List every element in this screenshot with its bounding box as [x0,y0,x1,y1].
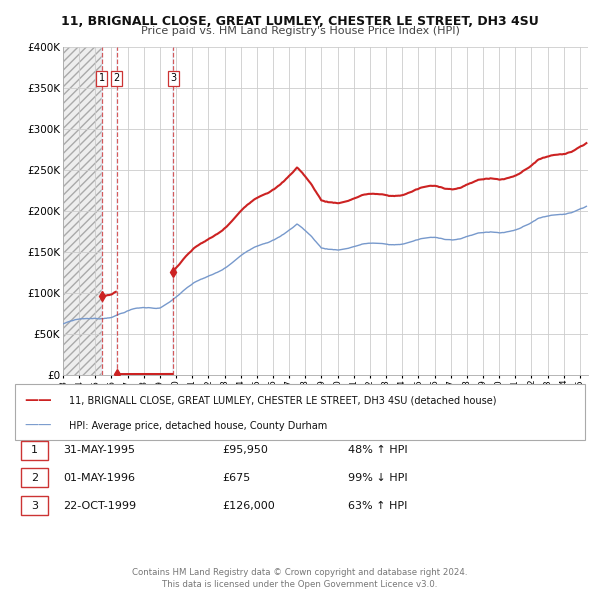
Text: 99% ↓ HPI: 99% ↓ HPI [348,473,407,483]
Text: 01-MAY-1996: 01-MAY-1996 [63,473,135,483]
Text: 1: 1 [31,445,38,455]
Text: This data is licensed under the Open Government Licence v3.0.: This data is licensed under the Open Gov… [163,579,437,589]
Text: 3: 3 [31,501,38,510]
Text: Price paid vs. HM Land Registry's House Price Index (HPI): Price paid vs. HM Land Registry's House … [140,26,460,36]
Text: 2: 2 [31,473,38,483]
Text: 31-MAY-1995: 31-MAY-1995 [63,445,135,455]
Bar [172,47,173,375]
Text: 11, BRIGNALL CLOSE, GREAT LUMLEY, CHESTER LE STREET, DH3 4SU (detached house): 11, BRIGNALL CLOSE, GREAT LUMLEY, CHESTE… [69,395,497,405]
Text: 22-OCT-1999: 22-OCT-1999 [63,501,136,510]
Text: 3: 3 [170,73,176,83]
Text: 63% ↑ HPI: 63% ↑ HPI [348,501,407,510]
Text: 48% ↑ HPI: 48% ↑ HPI [348,445,407,455]
Text: HPI: Average price, detached house, County Durham: HPI: Average price, detached house, Coun… [69,421,327,431]
Text: 11, BRIGNALL CLOSE, GREAT LUMLEY, CHESTER LE STREET, DH3 4SU: 11, BRIGNALL CLOSE, GREAT LUMLEY, CHESTE… [61,15,539,28]
Text: 1: 1 [99,73,105,83]
Bar [101,47,103,375]
Text: 2: 2 [113,73,120,83]
Bar [63,47,102,375]
Text: Contains HM Land Registry data © Crown copyright and database right 2024.: Contains HM Land Registry data © Crown c… [132,568,468,577]
Text: £126,000: £126,000 [222,501,275,510]
Bar [116,47,118,375]
Text: ——: —— [24,419,52,433]
Text: £675: £675 [222,473,250,483]
Text: ——: —— [24,393,52,407]
Text: £95,950: £95,950 [222,445,268,455]
